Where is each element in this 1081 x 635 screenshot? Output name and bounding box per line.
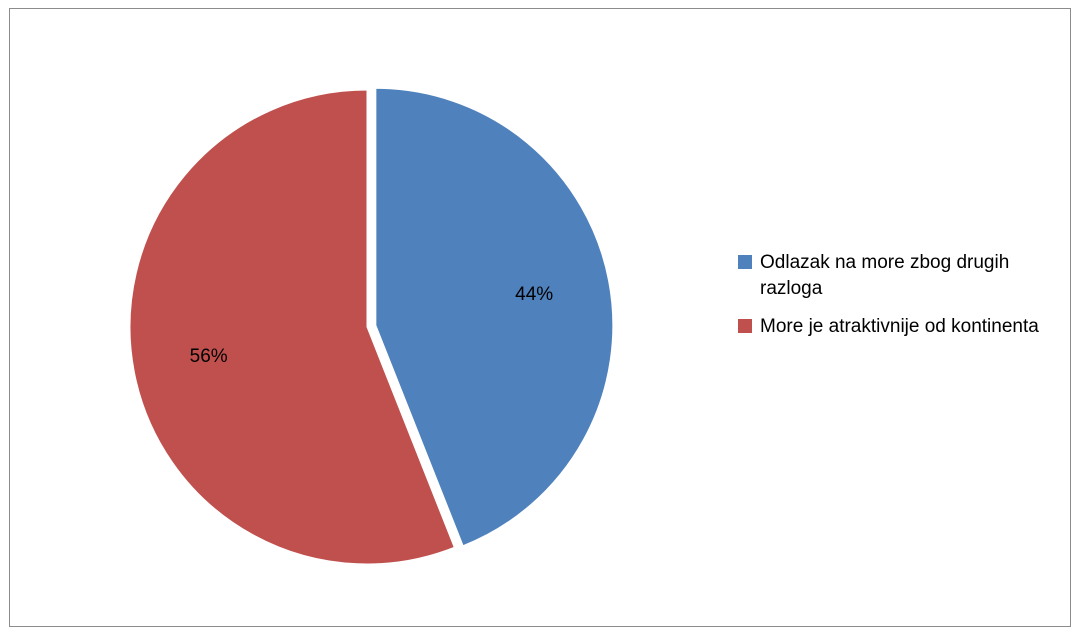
legend-label-other-reasons: Odlazak na more zbog drugih razloga: [760, 252, 1010, 299]
legend-item-other-reasons: Odlazak na more zbog drugih razloga: [738, 250, 1058, 302]
slice-label-0: 44%: [515, 284, 553, 305]
legend-swatch-other-reasons: [738, 255, 752, 269]
legend-label-sea-attractive: More je atraktivnije od kontinenta: [760, 316, 1039, 337]
pie-slice-1: [129, 89, 455, 565]
pie-slice-0: [375, 87, 614, 547]
legend-item-sea-attractive: More je atraktivnije od kontinenta: [738, 314, 1058, 340]
chart-legend: Odlazak na more zbog drugih razloga More…: [738, 250, 1058, 352]
slice-label-1: 56%: [190, 346, 228, 367]
legend-swatch-sea-attractive: [738, 319, 752, 333]
